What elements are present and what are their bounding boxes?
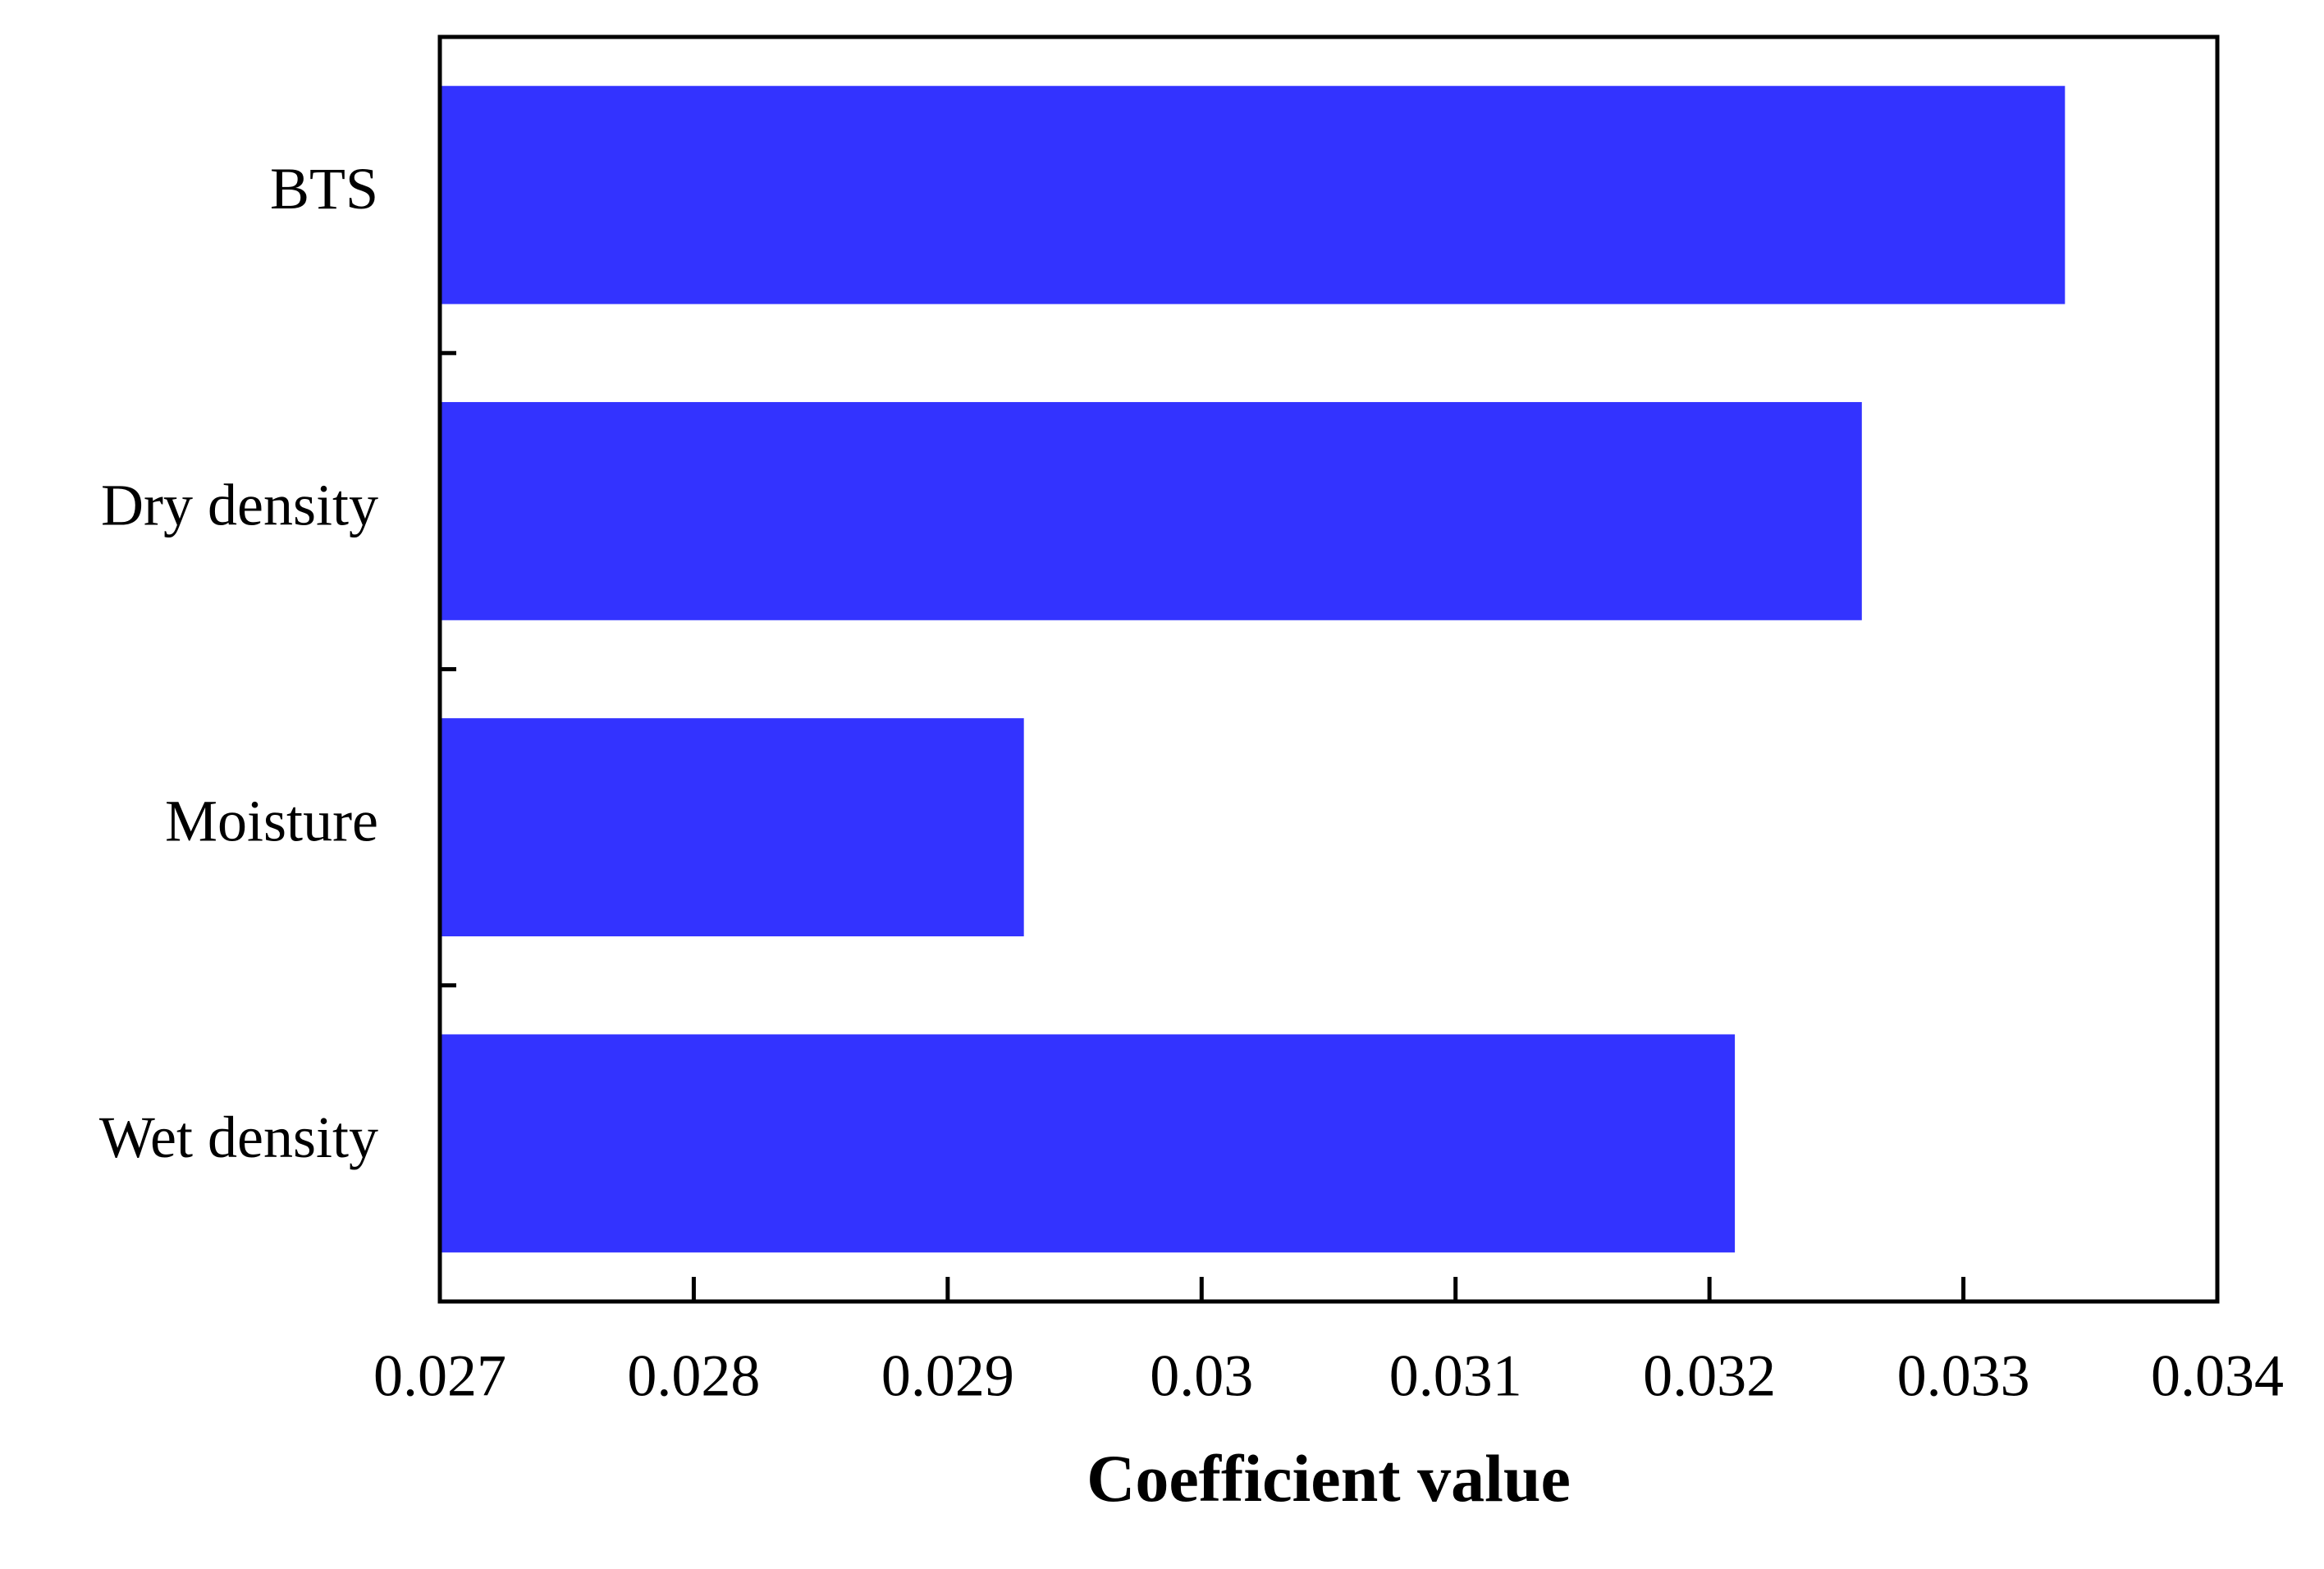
x-tick-label: 0.032 (1643, 1343, 1776, 1409)
y-tick-label: Moisture (165, 789, 378, 854)
x-tick-label: 0.029 (881, 1343, 1014, 1409)
x-tick-label: 0.033 (1897, 1343, 2030, 1409)
bar (440, 85, 2066, 304)
bar (440, 1034, 1736, 1253)
x-tick-label: 0.028 (627, 1343, 760, 1409)
y-tick-label: Wet density (99, 1105, 378, 1170)
y-tick-label: Dry density (101, 472, 378, 537)
bar (440, 401, 1862, 620)
y-tick-label: BTS (270, 156, 378, 222)
bar (440, 718, 1024, 937)
x-tick-label: 0.027 (373, 1343, 506, 1409)
x-tick-label: 0.031 (1389, 1343, 1522, 1409)
x-tick-label: 0.03 (1150, 1343, 1253, 1409)
x-axis-label: Coefficient value (1087, 1441, 1571, 1516)
plot-frame (437, 34, 2220, 1304)
x-tick-label: 0.034 (2151, 1343, 2284, 1409)
